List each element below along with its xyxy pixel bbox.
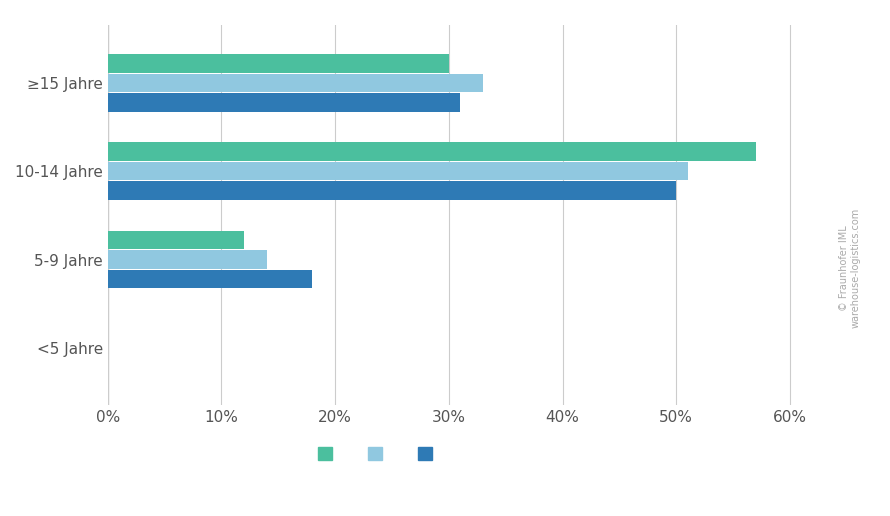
Bar [108,142,756,161]
Bar [108,231,244,249]
Text: © Fraunhofer IML
warehouse-logistics.com: © Fraunhofer IML warehouse-logistics.com [839,208,861,329]
Bar [108,162,688,181]
Bar [108,250,267,269]
Bar [108,93,460,111]
Bar [108,270,312,288]
Bar [108,54,449,73]
Bar [108,181,676,200]
Bar [108,73,483,92]
Legend: , , : , , [312,442,439,467]
